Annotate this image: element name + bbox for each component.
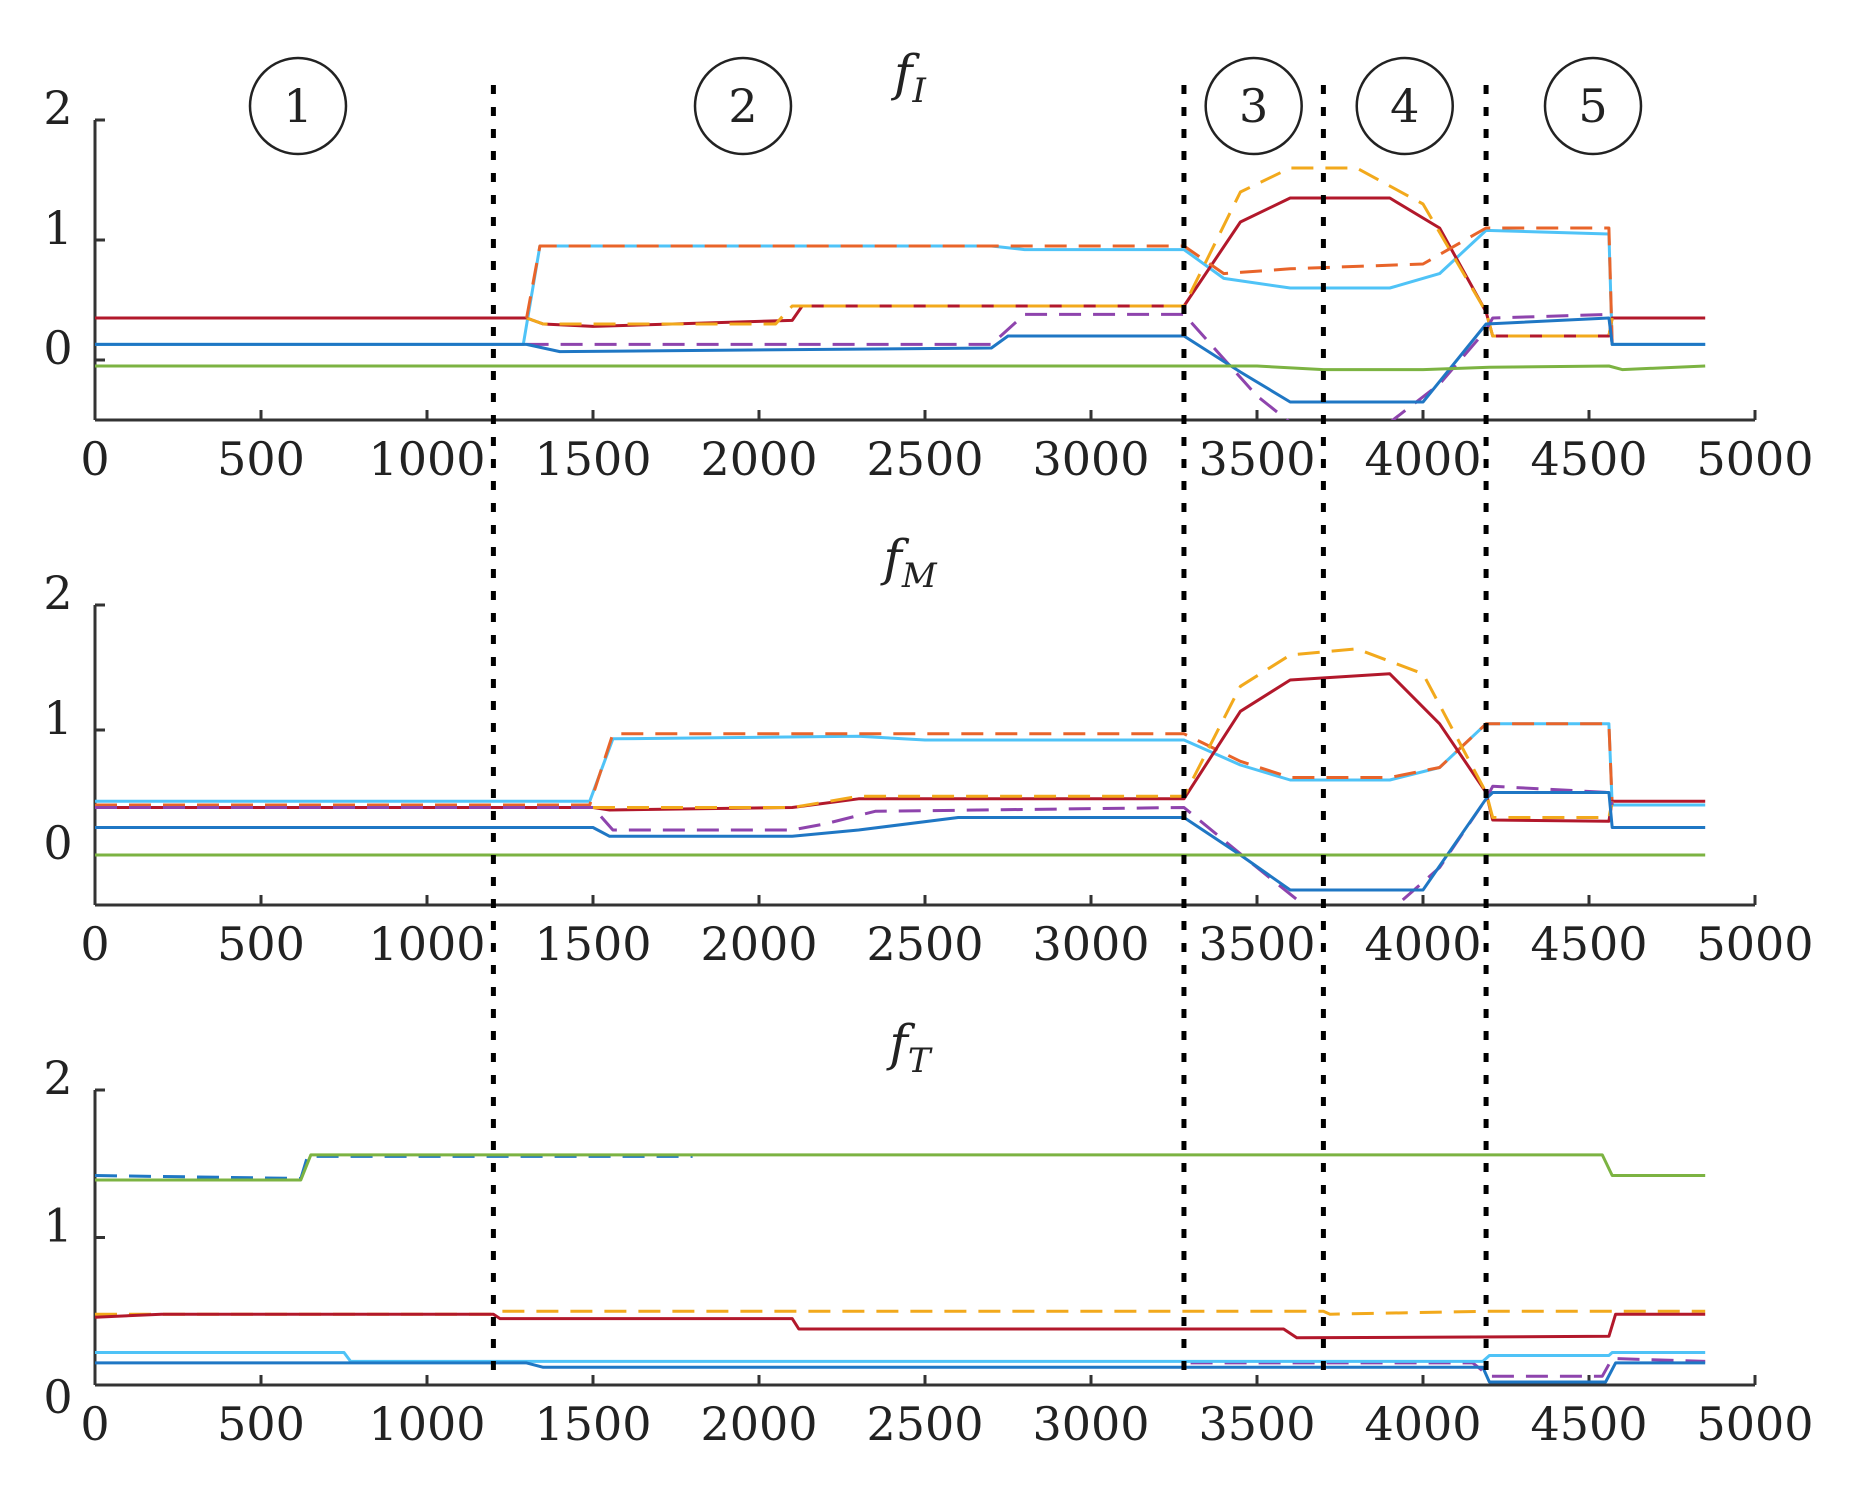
- panel-title-sub: T: [908, 1041, 933, 1081]
- series-line-blue-dashed: [95, 1154, 693, 1180]
- panel-title: fI: [890, 44, 927, 111]
- phase-label: 1: [283, 79, 312, 133]
- phase-circle: [1355, 56, 1454, 156]
- x-tick-label: 4000: [1364, 917, 1481, 971]
- x-tick-label: 0: [80, 917, 109, 971]
- x-tick-label: 3500: [1198, 432, 1315, 486]
- x-tick-label: 500: [217, 1397, 305, 1451]
- x-tick-label: 1000: [368, 1397, 485, 1451]
- series-line-blue: [95, 1361, 1706, 1384]
- phase-circle: [1543, 56, 1643, 156]
- x-tick-label: 4500: [1530, 917, 1647, 971]
- panel-title: fT: [885, 1014, 933, 1081]
- x-tick-label: 4000: [1364, 432, 1481, 486]
- x-tick-label: 3000: [1032, 432, 1149, 486]
- x-tick-label: 2500: [866, 917, 983, 971]
- x-tick-label: 2000: [700, 1397, 817, 1451]
- series-line-red: [95, 196, 1706, 338]
- phase-circle: [693, 56, 793, 156]
- series-line-blue: [95, 316, 1706, 404]
- panel-title: fM: [879, 529, 938, 596]
- x-tick-label: 500: [217, 432, 305, 486]
- phase-circle: [1204, 56, 1303, 156]
- series-group: [95, 166, 1706, 420]
- series-line-orange: [95, 722, 1614, 807]
- y-tick-label: 2: [43, 566, 72, 620]
- series-line-yellow: [526, 166, 1614, 338]
- x-tick-label: 0: [80, 432, 109, 486]
- x-tick-label: 2000: [700, 917, 817, 971]
- x-tick-label: 5000: [1696, 1397, 1813, 1451]
- series-line-cyan: [95, 1351, 1706, 1363]
- y-tick-label: 1: [43, 201, 72, 255]
- y-tick-label: 2: [43, 81, 72, 135]
- x-tick-label: 3500: [1198, 917, 1315, 971]
- x-tick-label: 1000: [368, 432, 485, 486]
- x-tick-label: 1500: [534, 432, 651, 486]
- y-tick-label: 0: [43, 321, 72, 375]
- chart-panel-0: 0 500 1000 1500 2000 2500 3000 3500 4000 4500 5000…: [43, 44, 1813, 486]
- series-line-red: [95, 1312, 1706, 1340]
- x-tick-label: 4500: [1530, 432, 1647, 486]
- series-line-yellow: [593, 647, 1614, 819]
- series-line-yellow: [95, 1309, 1706, 1316]
- series-line-cyan: [95, 228, 1706, 346]
- x-tick-label: 3000: [1032, 1397, 1149, 1451]
- x-tick-label: 2500: [866, 1397, 983, 1451]
- chart-panel-2: 0 500 1000 1500 2000 2500 3000 3500 4000 4500 5000…: [43, 1014, 1813, 1451]
- x-tick-label: 3000: [1032, 917, 1149, 971]
- phase-circle: [248, 56, 348, 156]
- x-tick-label: 5000: [1696, 432, 1813, 486]
- panels: 0 500 1000 1500 2000 2500 3000 3500 4000 4500 5000…: [43, 44, 1813, 1451]
- phase-label: 2: [728, 79, 757, 133]
- phase-label: 5: [1578, 79, 1607, 133]
- x-tick-label: 4500: [1530, 1397, 1647, 1451]
- series-group: [95, 1153, 1706, 1384]
- chart-panel-1: 0 500 1000 1500 2000 2500 3000 3500 4000 4500 5000…: [43, 529, 1813, 971]
- series-line-orange: [525, 226, 1614, 345]
- phase-boundaries: [490, 85, 1489, 1375]
- x-tick-label: 0: [80, 1397, 109, 1451]
- series-line-cyan: [95, 722, 1706, 807]
- y-tick-label: 1: [43, 1199, 72, 1253]
- x-tick-label: 500: [217, 917, 305, 971]
- x-tick-label: 3500: [1198, 1397, 1315, 1451]
- panel-title-sub: I: [912, 71, 927, 111]
- phase-labels: 1 2 3 4 5: [248, 56, 1643, 156]
- series-group: [95, 647, 1706, 905]
- series-line-purple: [1190, 1357, 1706, 1378]
- x-tick-label: 2000: [700, 432, 817, 486]
- y-tick-label: 0: [43, 816, 72, 870]
- x-tick-label: 2500: [866, 432, 983, 486]
- y-tick-label: 1: [43, 691, 72, 745]
- panel-title-sub: M: [901, 556, 938, 596]
- y-tick-label: 2: [43, 1051, 72, 1105]
- series-line-green: [95, 364, 1706, 372]
- y-tick-label: 0: [43, 1370, 72, 1424]
- x-tick-label: 1500: [534, 917, 651, 971]
- x-tick-label: 1500: [534, 1397, 651, 1451]
- x-tick-label: 5000: [1696, 917, 1813, 971]
- phase-label: 4: [1390, 79, 1419, 133]
- phase-label: 3: [1239, 79, 1268, 133]
- x-tick-label: 4000: [1364, 1397, 1481, 1451]
- series-line-red: [95, 672, 1706, 823]
- series-line-purple: [95, 784, 1614, 905]
- series-line-green: [95, 1153, 1706, 1182]
- x-tick-label: 1000: [368, 917, 485, 971]
